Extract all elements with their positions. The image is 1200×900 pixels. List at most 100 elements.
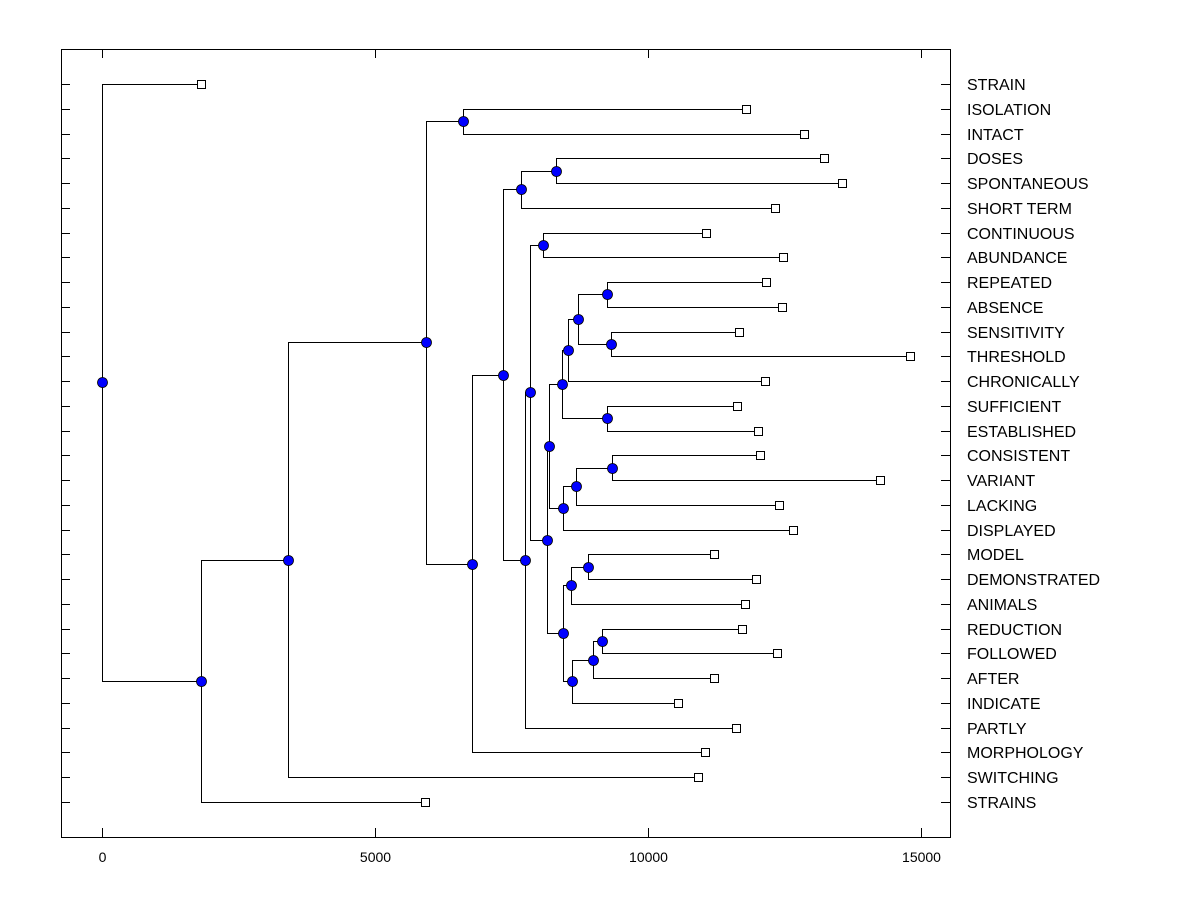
leaf-label: SUFFICIENT (967, 399, 1061, 416)
node-marker-n21 (421, 337, 432, 348)
leaf-label: DOSES (967, 151, 1023, 168)
leaf-marker-sufficient (733, 402, 742, 411)
leaf-marker-strains (421, 798, 430, 807)
leaf-label: AFTER (967, 671, 1019, 688)
node-marker-n12 (571, 481, 582, 492)
node-marker-n18 (498, 370, 509, 381)
node-marker-n2 (551, 166, 562, 177)
link-n19-MORPHOLOGY (472, 564, 706, 753)
link-n25-ANIMALS (571, 585, 746, 605)
link-n26-REDUCTION (602, 629, 743, 642)
link-n13-DISPLAYED (563, 508, 794, 531)
leaf-marker-continuous (702, 229, 711, 238)
leaf-label: MORPHOLOGY (967, 745, 1084, 762)
link-n12-n11 (576, 468, 613, 487)
leaf-marker-followed (773, 649, 782, 658)
leaf-label: LACKING (967, 498, 1037, 515)
node-marker-n22 (283, 555, 294, 566)
leaf-label: REPEATED (967, 275, 1052, 292)
leaf-label: SENSITIVITY (967, 325, 1065, 342)
leaf-markers (197, 80, 915, 807)
node-marker-n17 (520, 555, 531, 566)
leaf-marker-lacking (775, 501, 784, 510)
leaf-marker-displayed (789, 526, 798, 535)
link-n6-SENSITIVITY (611, 332, 740, 345)
leaf-label: ABSENCE (967, 300, 1043, 317)
node-marker-n10 (602, 413, 613, 424)
leaf-marker-sensitivity (735, 328, 744, 337)
node-marker-n4 (538, 240, 549, 251)
leaf-label: DISPLAYED (967, 523, 1056, 540)
link-n20-n25 (563, 585, 572, 634)
link-n14-n9 (549, 384, 563, 447)
leaf-labels: STRAIN ISOLATION INTACT DOSES SPONTANEOUS SHO… (967, 77, 1100, 812)
leaf-label: CONTINUOUS (967, 226, 1075, 243)
link-n24-MODEL (588, 554, 715, 568)
leaf-label: FOLLOWED (967, 646, 1057, 663)
link-n1-INTACT (463, 121, 805, 135)
link-n2-SPONTANEOUS (556, 171, 843, 184)
leaf-label: PARTLY (967, 721, 1027, 738)
link-n18-n3 (503, 189, 522, 376)
leaf-label: VARIANT (967, 473, 1035, 490)
x-tick-label: 10000 (629, 849, 668, 865)
link-n11-CONSISTENT (612, 455, 761, 469)
x-axis: 0 5000 10000 15000 (99, 49, 941, 865)
leaf-marker-model (710, 550, 719, 559)
link-n17-PARTLY (525, 560, 737, 729)
node-marker-n11 (607, 463, 618, 474)
link-n17-n16 (525, 392, 531, 561)
link-n7-n6 (578, 319, 612, 345)
node-marker-root (97, 377, 108, 388)
node-marker-n25 (566, 580, 577, 591)
leaf-label: SHORT TERM (967, 201, 1072, 218)
link-n4-ABUNDANCE (543, 245, 784, 258)
link-n26-FOLLOWED (602, 641, 778, 654)
leaf-label: SPONTANEOUS (967, 176, 1089, 193)
leaf-marker-absence (778, 303, 787, 312)
leaf-marker-isolation (742, 105, 751, 114)
node-markers (97, 116, 618, 687)
link-n15-n20 (547, 540, 564, 634)
link-n6-THRESHOLD (611, 344, 911, 357)
link-n14-n13 (549, 446, 564, 509)
link-n25-n24 (571, 567, 589, 586)
leaf-marker-switching (694, 773, 703, 782)
link-n9-n10 (562, 384, 608, 419)
link-n21-n19 (426, 342, 473, 565)
x-tick-label: 15000 (902, 849, 941, 865)
leaf-marker-reduction (738, 625, 747, 634)
link-n10-ESTABLISHED (607, 418, 759, 432)
link-n21-n1 (426, 121, 464, 343)
link-n28-INDICATE (572, 681, 679, 704)
node-marker-n1 (458, 116, 469, 127)
link-n20-n28 (563, 633, 573, 682)
link-n18-n17 (503, 375, 526, 561)
link-n3-SHORT_TERM (521, 189, 776, 209)
link-n8-CHRONICALLY (568, 350, 766, 382)
x-tick-label: 0 (99, 849, 107, 865)
link-n24-DEMONSTRATED (588, 567, 757, 580)
leaf-label: ESTABLISHED (967, 424, 1076, 441)
dendrogram-links (102, 84, 911, 803)
leaf-label: MODEL (967, 547, 1024, 564)
leaf-marker-consistent (756, 451, 765, 460)
link-n3-n2 (521, 171, 557, 190)
leaf-label: THRESHOLD (967, 349, 1066, 366)
leaf-marker-established (754, 427, 763, 436)
leaf-marker-abundance (779, 253, 788, 262)
link-n22-SWITCHING (288, 560, 699, 778)
link-n12-LACKING (576, 486, 780, 506)
leaf-marker-spontaneous (838, 179, 847, 188)
leaf-label: REDUCTION (967, 622, 1062, 639)
node-marker-n13 (558, 503, 569, 514)
node-marker-n28 (567, 676, 578, 687)
node-marker-n16 (525, 387, 536, 398)
node-marker-n7 (573, 314, 584, 325)
leaf-label: ANIMALS (967, 597, 1037, 614)
link-n4-CONTINUOUS (543, 233, 707, 246)
leaf-label: STRAIN (967, 77, 1026, 94)
node-marker-n8 (563, 345, 574, 356)
link-n11-VARIANT (612, 468, 881, 481)
node-marker-n5 (602, 289, 613, 300)
